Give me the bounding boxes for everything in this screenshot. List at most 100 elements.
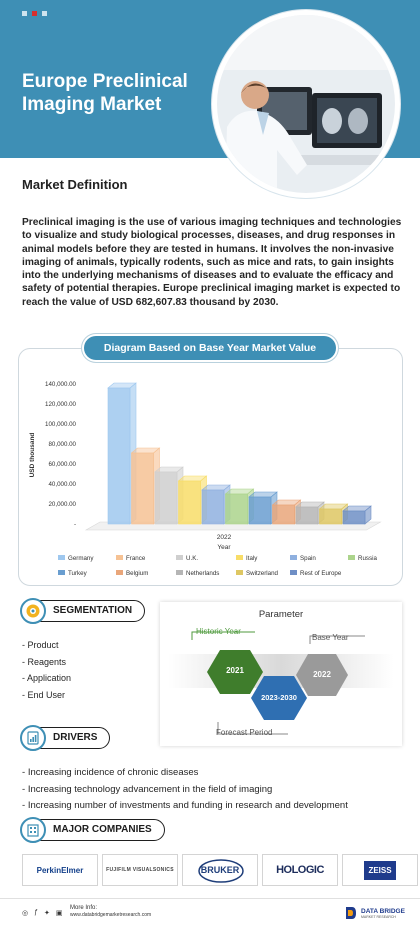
legend-item: Belgium	[116, 570, 148, 577]
hologic-logo-text: HOLOGIC	[276, 864, 324, 876]
x-axis-label: Year	[217, 544, 231, 551]
legend-item: Netherlands	[176, 570, 219, 577]
segmentation-item: Application	[22, 670, 71, 687]
drivers-list: Increasing incidence of chronic diseases…	[22, 765, 348, 815]
brand-sub: MARKET RESEARCH	[361, 914, 396, 919]
bar-front	[319, 508, 342, 525]
legend-swatch	[58, 555, 65, 560]
legend-item: Italy	[236, 555, 258, 562]
legend-label: Belgium	[126, 570, 148, 577]
data-bridge-brand: DATA BRIDGE MARKET RESEARCH	[345, 906, 405, 920]
zeiss-logo-text: ZEISS	[364, 860, 396, 880]
legend-label: Spain	[300, 555, 316, 562]
perkinelmer-logo-text: PerkinElmer	[36, 865, 84, 875]
legend-label: Turkey	[68, 570, 88, 577]
legend-label: Italy	[246, 555, 258, 562]
x-category-label: 2022	[217, 534, 232, 541]
segmentation-tag: SEGMENTATION	[20, 598, 146, 624]
segmentation-list: Product Reagents Application End User	[22, 637, 71, 703]
dot-2	[32, 11, 37, 16]
legend-swatch	[116, 570, 123, 575]
forecast-period-value: 2023-2030	[261, 693, 297, 702]
bar-front	[342, 510, 366, 525]
fujifilm-logo-text: FUJIFILM VISUALSONICS	[106, 867, 174, 873]
hex-base	[296, 654, 348, 696]
zeiss-logo: ZEISS	[342, 854, 418, 886]
bar-side	[364, 505, 372, 525]
legend-item: Rest of Europe	[290, 570, 342, 577]
linkedin-icon[interactable]: ▣	[55, 910, 63, 917]
bar-front	[131, 452, 154, 525]
legend-label: Netherlands	[186, 570, 219, 577]
parameter-title: Parameter	[258, 609, 304, 620]
segmentation-item: Product	[22, 637, 71, 654]
bar-rest-of-europe	[342, 505, 372, 525]
y-tick-label: 100,000.00	[45, 421, 77, 428]
driver-item: Increasing number of investments and fun…	[22, 798, 348, 815]
bar-front	[154, 471, 178, 525]
historic-year-value: 2021	[226, 666, 244, 675]
y-tick-label: 140,000.00	[45, 381, 77, 388]
y-tick-label: 60,000.00	[48, 461, 76, 468]
legend-swatch	[290, 555, 297, 560]
base-year-value: 2022	[313, 670, 331, 679]
legend-swatch	[236, 570, 243, 575]
drivers-label: DRIVERS	[53, 732, 98, 743]
y-tick-label: 20,000.00	[48, 501, 76, 508]
facebook-icon[interactable]: ƒ	[34, 909, 39, 916]
perkinelmer-logo: PerkinElmer	[22, 854, 98, 886]
chart-legend: Germany France U.K. Italy Spain Russia Turkey B…	[58, 555, 377, 577]
chart-card	[18, 348, 403, 586]
bar-front	[272, 504, 295, 525]
legend-swatch	[290, 570, 297, 575]
parameter-box: Parameter Historic Year Base Year Foreca…	[160, 602, 402, 746]
more-info-url[interactable]: www.databridgemarketresearch.com	[70, 912, 152, 918]
driver-item: Increasing technology advancement in the…	[22, 782, 348, 799]
legend-swatch	[176, 555, 183, 560]
legend-swatch	[176, 570, 183, 575]
legend-item: Switzerland	[236, 570, 279, 577]
bars-group	[107, 382, 372, 525]
twitter-icon[interactable]: ✦	[44, 910, 50, 917]
companies-label: MAJOR COMPANIES	[53, 824, 152, 835]
base-year-label: Base Year	[312, 633, 349, 642]
bar-front	[248, 496, 272, 525]
y-tick-label: 40,000.00	[48, 481, 76, 488]
bar-front	[225, 493, 248, 525]
bar-front	[178, 480, 201, 525]
legend-label: U.K.	[186, 555, 198, 562]
slide-dots	[22, 11, 47, 16]
segmentation-item: End User	[22, 687, 71, 704]
market-value-chart: - 20,000.00 40,000.00 60,000.00 80,000.00 100…	[29, 381, 382, 577]
dot-1	[22, 11, 27, 16]
brand-name: DATA BRIDGE	[361, 907, 405, 915]
data-bridge-logo-icon	[346, 907, 356, 919]
legend-item: Russia	[348, 555, 377, 562]
page-title: Europe Preclinical Imaging Market	[22, 71, 188, 115]
website-icon[interactable]: ◎	[22, 910, 29, 917]
bar-front	[201, 489, 225, 525]
y-axis-label: USD thousand	[29, 433, 36, 478]
market-definition-text: Preclinical imaging is the use of variou…	[22, 217, 402, 308]
bar-front	[295, 506, 319, 525]
y-tick-label: 120,000.00	[45, 401, 77, 408]
social-icons: ◎ ƒ ✦ ▣	[22, 909, 63, 917]
legend-label: Germany	[68, 555, 94, 562]
segmentation-gear-icon	[20, 598, 46, 624]
legend-item: Spain	[290, 555, 316, 562]
y-axis: - 20,000.00 40,000.00 60,000.00 80,000.00 100…	[45, 381, 77, 528]
legend-swatch	[116, 555, 123, 560]
hex-forecast	[251, 676, 307, 720]
hex-historic	[207, 650, 263, 694]
market-definition-heading: Market Definition	[22, 177, 128, 192]
legend-label: Switzerland	[246, 570, 279, 577]
footer: ◎ ƒ ✦ ▣ More Info: www.databridgemarketr…	[0, 898, 420, 928]
legend-item: U.K.	[176, 555, 198, 562]
segmentation-item: Reagents	[22, 654, 71, 671]
legend-label: Rest of Europe	[300, 570, 342, 577]
building-icon	[20, 817, 46, 843]
legend-item: Germany	[58, 555, 94, 562]
forecast-period-label: Forecast Period	[216, 728, 273, 737]
legend-label: France	[126, 555, 146, 562]
legend-item: France	[116, 555, 146, 562]
